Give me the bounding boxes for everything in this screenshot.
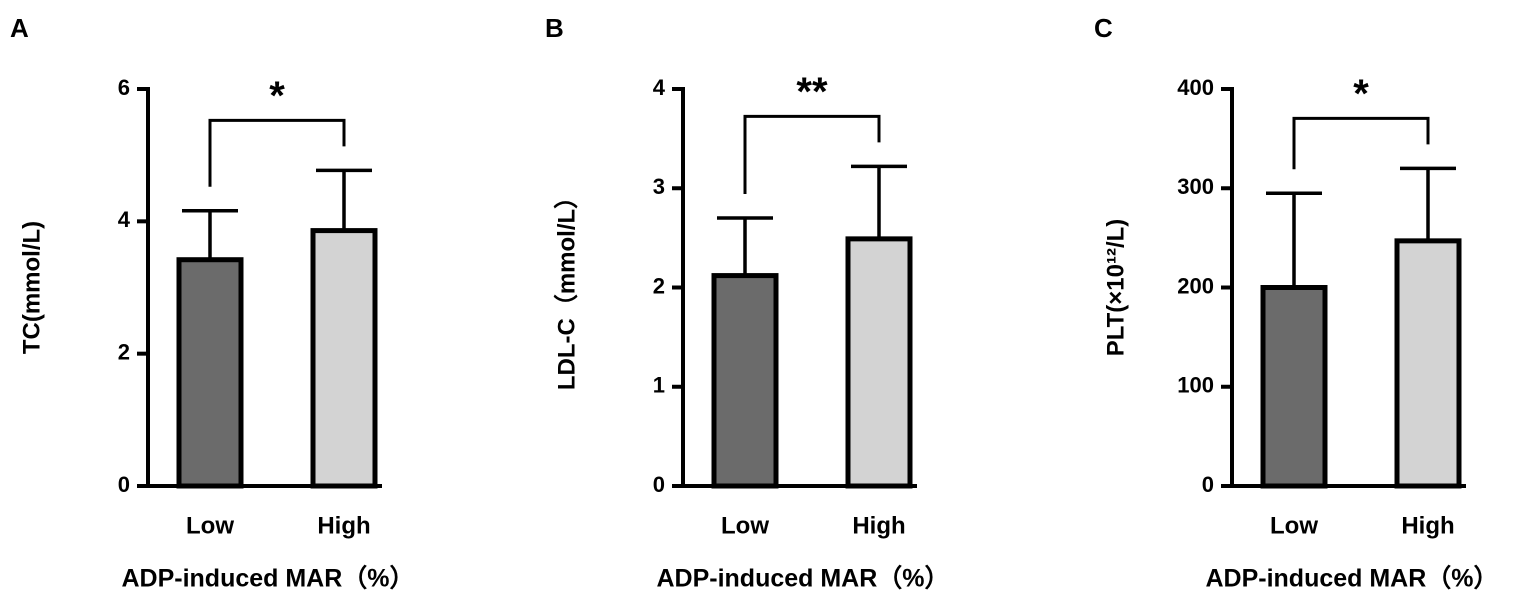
x-axis-title: ADP-induced MAR（%）: [656, 564, 949, 593]
bar: [711, 273, 779, 489]
bar: [1260, 285, 1328, 489]
panel-label: A: [10, 13, 29, 43]
significance-label: **: [796, 70, 828, 114]
y-tick-label: 2: [653, 273, 665, 298]
y-tick-label: 100: [1177, 373, 1214, 398]
y-tick-label: 0: [653, 472, 665, 497]
y-tick-label: 4: [653, 75, 666, 100]
y-tick-label: 0: [1202, 472, 1214, 497]
x-tick-label: High: [317, 512, 370, 539]
x-tick-label: Low: [721, 512, 769, 539]
y-tick-label: 200: [1177, 273, 1214, 298]
significance-bracket: [1292, 116, 1430, 170]
y-tick-label: 1: [653, 373, 665, 398]
y-tick-label: 0: [118, 472, 130, 497]
x-axis-title: ADP-induced MAR（%）: [1205, 564, 1498, 593]
x-tick-label: Low: [1270, 512, 1318, 539]
significance-label: *: [1353, 72, 1369, 116]
bar: [845, 236, 913, 489]
x-tick-label: High: [852, 512, 905, 539]
y-tick-label: 400: [1177, 75, 1214, 100]
y-axis-title: TC(mmol/L): [18, 221, 45, 354]
y-tick-label: 4: [118, 207, 131, 232]
y-axis-title: PLT(×10¹²/L): [1102, 219, 1129, 357]
x-tick-label: Low: [186, 512, 234, 539]
significance-bracket: [743, 114, 881, 195]
y-tick-label: 6: [118, 75, 130, 100]
y-axis-title: LDL-C（mmol/L）: [553, 185, 580, 390]
y-tick-label: 3: [653, 174, 665, 199]
significance-bracket: [208, 118, 346, 187]
y-tick-label: 2: [118, 339, 130, 364]
bar: [310, 228, 378, 489]
panel-label: C: [1094, 13, 1113, 43]
x-axis-title: ADP-induced MAR（%）: [121, 564, 414, 593]
panel-label: B: [545, 13, 564, 43]
bar: [176, 257, 244, 489]
y-tick-label: 300: [1177, 174, 1214, 199]
x-tick-label: High: [1401, 512, 1454, 539]
significance-label: *: [269, 74, 285, 118]
bar: [1394, 238, 1462, 489]
